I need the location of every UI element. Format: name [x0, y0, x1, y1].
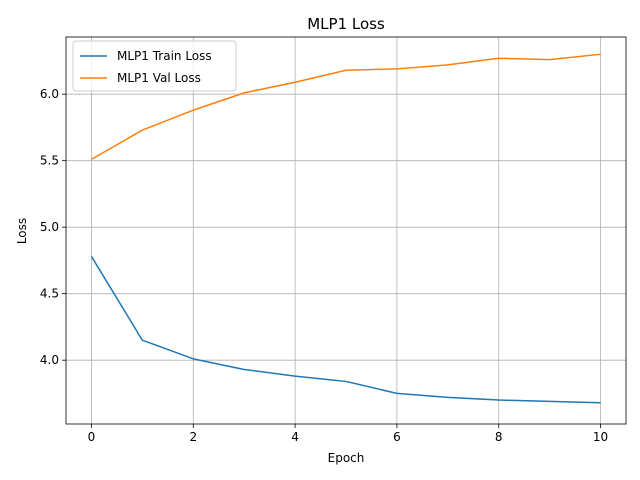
- x-axis-label: Epoch: [328, 451, 365, 465]
- legend-label: MLP1 Val Loss: [117, 71, 201, 85]
- chart-title: MLP1 Loss: [307, 15, 385, 33]
- y-tick-label: 5.5: [40, 154, 59, 168]
- x-tick-label: 6: [393, 430, 401, 444]
- y-tick-label: 4.0: [40, 353, 59, 367]
- x-tick-label: 0: [88, 430, 96, 444]
- series-lines: [90, 53, 601, 404]
- x-tick-label: 8: [495, 430, 503, 444]
- legend-label: MLP1 Train Loss: [117, 49, 212, 63]
- x-tick-label: 10: [593, 430, 608, 444]
- x-tick-label: 4: [291, 430, 299, 444]
- plot-area: [65, 36, 627, 425]
- y-tick-label: 6.0: [40, 87, 59, 101]
- y-axis-label: Loss: [15, 218, 29, 244]
- y-tick-label: 5.0: [40, 220, 59, 234]
- legend: MLP1 Train Loss MLP1 Val Loss: [72, 40, 237, 92]
- grid: [66, 37, 626, 424]
- legend-box: [72, 40, 237, 92]
- series-line-train-loss: [90, 256, 601, 404]
- axis-ticks: 0 2 4 6 8 10 4.0 4.5 5.0 5.5 6.0: [40, 87, 608, 444]
- y-tick-label: 4.5: [40, 287, 59, 301]
- x-tick-label: 2: [189, 430, 197, 444]
